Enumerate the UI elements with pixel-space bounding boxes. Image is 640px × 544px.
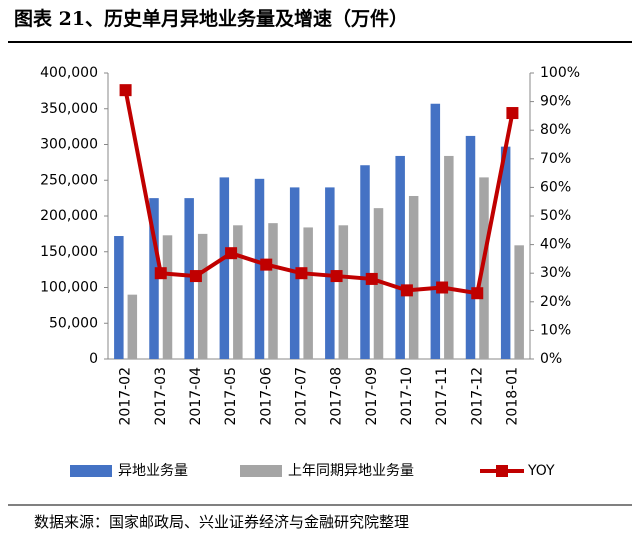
x-tick-label: 2017-02 xyxy=(118,367,134,426)
x-tick-label: 2017-09 xyxy=(364,367,380,426)
legend-label: 上年同期异地业务量 xyxy=(288,463,414,479)
bar xyxy=(219,177,230,359)
x-tick-label: 2017-12 xyxy=(469,367,485,426)
marker xyxy=(154,267,167,280)
bar xyxy=(184,198,194,359)
y2-tick-label: 30% xyxy=(540,265,571,281)
x-tick-label: 2017-10 xyxy=(399,367,415,426)
bar xyxy=(373,208,384,359)
marker xyxy=(330,270,343,283)
marker xyxy=(225,247,238,260)
marker xyxy=(260,258,273,271)
marker xyxy=(295,267,308,280)
legend-label: YOY xyxy=(527,463,555,479)
y2-tick-label: 20% xyxy=(540,294,571,310)
bar xyxy=(233,225,243,359)
marker xyxy=(506,107,519,120)
x-tick-label: 2017-11 xyxy=(434,367,450,426)
y-tick-label: 200,000 xyxy=(40,208,98,224)
line xyxy=(123,89,515,296)
x-tick-label: 2017-07 xyxy=(293,367,309,426)
legend-marker xyxy=(496,465,508,477)
y-tick-label: 250,000 xyxy=(40,172,98,188)
x-tick-label: 2017-08 xyxy=(329,367,345,426)
y2-tick-label: 90% xyxy=(540,94,571,110)
bar xyxy=(162,235,173,359)
bar xyxy=(127,294,138,359)
y-tick-label: 350,000 xyxy=(40,101,98,117)
bar xyxy=(444,155,454,359)
bar xyxy=(254,178,265,359)
y2-tick-label: 80% xyxy=(540,122,571,138)
y2-tick-label: 40% xyxy=(540,237,571,253)
bar xyxy=(500,146,511,359)
bar xyxy=(303,227,313,359)
bar xyxy=(408,195,419,359)
bar xyxy=(114,236,124,359)
y2-tick-label: 100% xyxy=(540,65,580,81)
bar xyxy=(395,155,405,359)
y-tick-label: 300,000 xyxy=(40,137,98,153)
marker xyxy=(365,272,378,285)
y-tick-label: 400,000 xyxy=(40,65,98,81)
marker xyxy=(400,284,413,297)
x-tick-label: 2018-01 xyxy=(504,367,520,426)
bar xyxy=(360,165,370,359)
y-tick-label: 150,000 xyxy=(40,244,98,260)
x-tick-label: 2017-06 xyxy=(258,367,274,426)
y2-tick-label: 60% xyxy=(540,179,571,195)
bar xyxy=(430,103,441,360)
bar xyxy=(197,233,208,359)
legend-swatch xyxy=(70,465,112,477)
bar xyxy=(268,223,278,359)
y-tick-label: 50,000 xyxy=(49,315,98,331)
y-tick-label: 100,000 xyxy=(40,280,98,296)
marker xyxy=(189,270,202,283)
bar xyxy=(338,225,349,359)
x-tick-label: 2017-04 xyxy=(188,367,204,426)
legend-swatch xyxy=(240,465,282,477)
legend-label: 异地业务量 xyxy=(118,463,188,479)
y2-tick-label: 50% xyxy=(540,208,571,224)
y2-tick-label: 10% xyxy=(540,322,571,338)
y-tick-label: 0 xyxy=(89,351,98,367)
bar xyxy=(325,187,335,359)
marker xyxy=(119,84,132,97)
x-tick-label: 2017-03 xyxy=(153,367,169,426)
source: 数据来源：国家邮政局、兴业证券经济与金融研究院整理 xyxy=(34,513,409,531)
marker xyxy=(436,281,449,294)
bar xyxy=(514,245,524,359)
chart-title: 图表 21、历史单月异地业务量及增速（万件） xyxy=(14,7,408,30)
y2-tick-label: 70% xyxy=(540,151,571,167)
x-tick-label: 2017-05 xyxy=(223,367,239,426)
bar xyxy=(149,198,159,359)
bar xyxy=(465,135,476,359)
marker xyxy=(471,287,484,300)
y2-tick-label: 0% xyxy=(540,351,562,367)
